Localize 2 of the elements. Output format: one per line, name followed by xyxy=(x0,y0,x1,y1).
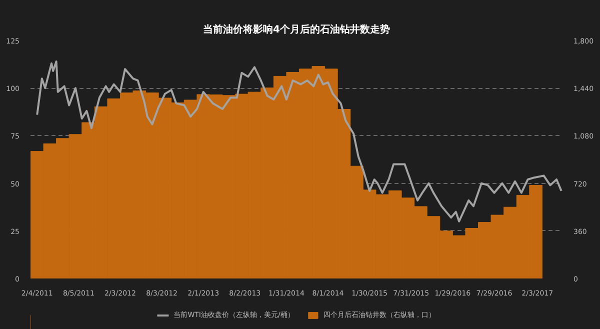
chart-title: 当前油价将影响4个月后的石油钻井数走势 xyxy=(203,24,390,36)
line-series xyxy=(36,60,562,222)
